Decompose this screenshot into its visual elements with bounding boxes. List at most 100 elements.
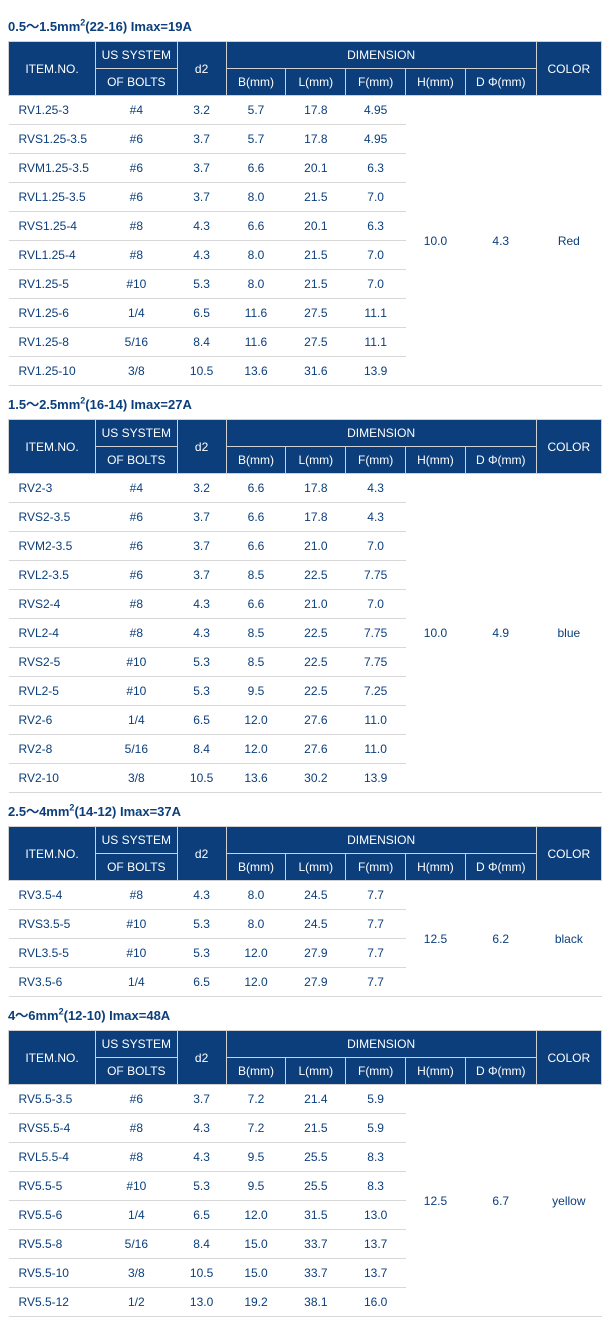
cell-item: RV1.25-8 [9,328,96,357]
cell-d2: 4.3 [177,619,226,648]
cell-item: RV1.25-10 [9,357,96,386]
cell-f: 7.7 [346,968,406,997]
cell-f: 7.0 [346,270,406,299]
cell-b: 8.5 [226,561,286,590]
col-f: F(mm) [346,69,406,96]
cell-b: 5.7 [226,125,286,154]
cell-d2: 8.4 [177,735,226,764]
col-h: H(mm) [406,1058,466,1085]
spec-table: ITEM.NO.US SYSTEMd2DIMENSIONCOLOROF BOLT… [8,826,602,997]
cell-b: 8.0 [226,910,286,939]
cell-d2: 10.5 [177,1259,226,1288]
col-color: COLOR [536,1031,601,1085]
cell-l: 33.7 [286,1259,346,1288]
cell-l: 21.5 [286,1114,346,1143]
cell-l: 22.5 [286,648,346,677]
cell-dphi: 6.7 [465,1085,536,1317]
cell-d2: 3.7 [177,1085,226,1114]
cell-f: 4.95 [346,96,406,125]
cell-b: 5.7 [226,96,286,125]
cell-l: 33.7 [286,1230,346,1259]
spec-table: ITEM.NO.US SYSTEMd2DIMENSIONCOLOROF BOLT… [8,1030,602,1317]
title-suffix: (12-10) Imax=48A [64,1008,171,1023]
spec-table: ITEM.NO.US SYSTEMd2DIMENSIONCOLOROF BOLT… [8,419,602,793]
cell-d2: 4.3 [177,1114,226,1143]
cell-l: 24.5 [286,881,346,910]
col-color: COLOR [536,420,601,474]
cell-item: RVL2-4 [9,619,96,648]
col-d2: d2 [177,1031,226,1085]
cell-b: 8.5 [226,619,286,648]
cell-l: 27.6 [286,735,346,764]
cell-d2: 3.2 [177,474,226,503]
cell-l: 31.5 [286,1201,346,1230]
cell-b: 15.0 [226,1259,286,1288]
title-prefix: 2.5～4mm [8,804,69,819]
cell-bolt: #8 [96,881,178,910]
cell-d2: 4.3 [177,212,226,241]
cell-b: 8.5 [226,648,286,677]
cell-bolt: #6 [96,183,178,212]
cell-color: Red [536,96,601,386]
cell-item: RV5.5-12 [9,1288,96,1317]
cell-item: RVS1.25-3.5 [9,125,96,154]
title-suffix: (22-16) Imax=19A [85,19,192,34]
cell-bolt: #8 [96,1114,178,1143]
col-bolts-l2: OF BOLTS [96,1058,178,1085]
cell-color: black [536,881,601,997]
cell-h: 10.0 [406,96,466,386]
cell-h: 12.5 [406,1085,466,1317]
cell-l: 31.6 [286,357,346,386]
cell-bolt: #6 [96,503,178,532]
table-row: RV2-3#43.26.617.84.310.04.9blue [9,474,602,503]
cell-d2: 5.3 [177,270,226,299]
cell-l: 22.5 [286,677,346,706]
cell-b: 6.6 [226,503,286,532]
col-item: ITEM.NO. [9,42,96,96]
col-b: B(mm) [226,854,286,881]
table-row: RV1.25-3#43.25.717.84.9510.04.3Red [9,96,602,125]
col-bolts-l2: OF BOLTS [96,447,178,474]
cell-d2: 6.5 [177,299,226,328]
cell-l: 17.8 [286,96,346,125]
cell-item: RV1.25-5 [9,270,96,299]
cell-f: 4.3 [346,503,406,532]
cell-f: 5.9 [346,1085,406,1114]
cell-item: RVL3.5-5 [9,939,96,968]
col-dimension: DIMENSION [226,420,536,447]
cell-f: 6.3 [346,154,406,183]
cell-item: RV2-6 [9,706,96,735]
cell-dphi: 6.2 [465,881,536,997]
cell-l: 27.5 [286,299,346,328]
cell-bolt: 5/16 [96,1230,178,1259]
cell-bolt: #10 [96,677,178,706]
cell-l: 27.9 [286,968,346,997]
cell-d2: 6.5 [177,1201,226,1230]
cell-l: 38.1 [286,1288,346,1317]
cell-d2: 8.4 [177,328,226,357]
cell-f: 4.95 [346,125,406,154]
cell-f: 4.3 [346,474,406,503]
col-dphi: D Φ(mm) [465,69,536,96]
cell-item: RVS2-5 [9,648,96,677]
cell-f: 7.25 [346,677,406,706]
cell-color: yellow [536,1085,601,1317]
cell-bolt: #8 [96,619,178,648]
cell-b: 7.2 [226,1114,286,1143]
cell-b: 15.0 [226,1230,286,1259]
cell-b: 8.0 [226,241,286,270]
table-row: RV3.5-4#84.38.024.57.712.56.2black [9,881,602,910]
cell-f: 11.1 [346,328,406,357]
cell-f: 7.0 [346,183,406,212]
cell-item: RV5.5-5 [9,1172,96,1201]
cell-f: 7.75 [346,619,406,648]
cell-item: RVS2-4 [9,590,96,619]
col-bolts-l2: OF BOLTS [96,69,178,96]
col-f: F(mm) [346,1058,406,1085]
cell-item: RV1.25-6 [9,299,96,328]
cell-item: RVL2-3.5 [9,561,96,590]
cell-bolt: 1/4 [96,968,178,997]
cell-f: 6.3 [346,212,406,241]
col-bolts-l1: US SYSTEM [96,420,178,447]
col-f: F(mm) [346,447,406,474]
